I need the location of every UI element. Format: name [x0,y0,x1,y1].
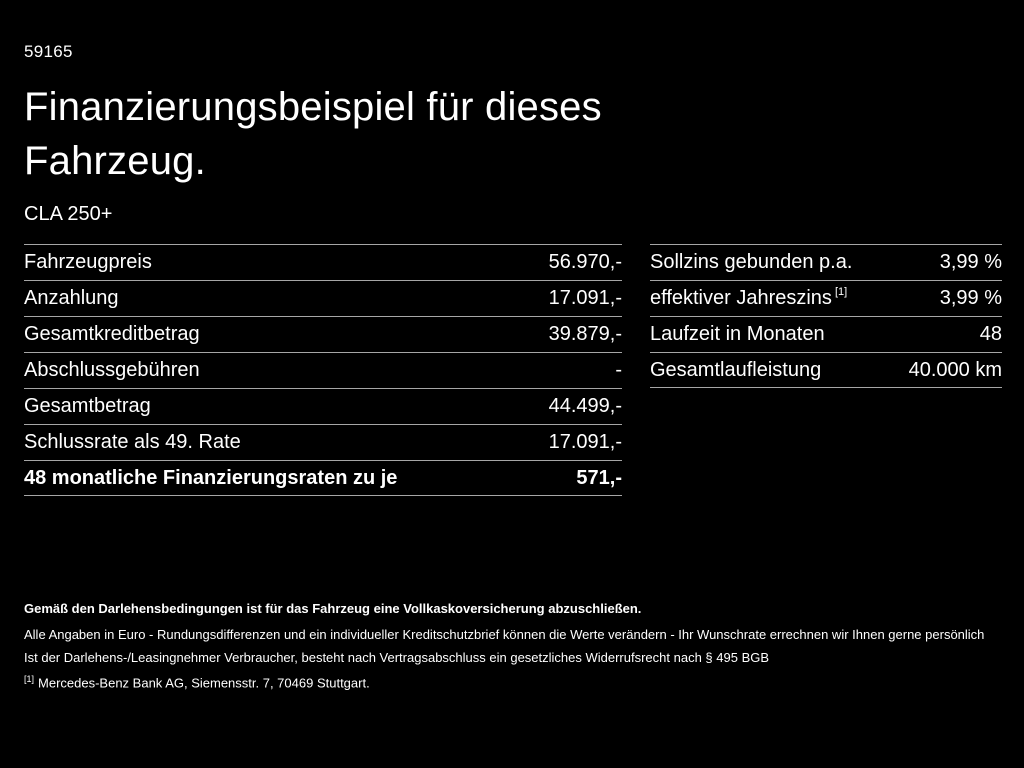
row-value: 3,99 % [939,287,1002,309]
table-row-abschlussgebuehren: Abschlussgebühren - [24,352,622,388]
row-value: 39.879,- [548,323,622,345]
row-value: 17.091,- [548,287,622,309]
table-row-laufzeit: Laufzeit in Monaten 48 [650,316,1002,352]
page-title-line1: Finanzierungsbeispiel für dieses [24,85,602,129]
financing-table-left: Fahrzeugpreis 56.970,- Anzahlung 17.091,… [24,244,622,496]
legal-line-widerrufsrecht: Ist der Darlehens-/Leasingnehmer Verbrau… [24,650,770,665]
footnote-ref: [1] [834,286,848,299]
page-title: Finanzierungsbeispiel für dieses Fahrzeug… [24,80,602,188]
table-row-gesamtbetrag: Gesamtbetrag 44.499,- [24,388,622,424]
page-title-line2: Fahrzeug. [24,139,206,183]
vehicle-id: 59165 [24,42,73,61]
legal-line-euro-note: Alle Angaben in Euro - Rundungsdifferenz… [24,627,985,642]
row-label: Gesamtlaufleistung [650,358,822,381]
row-label: Abschlussgebühren [24,359,200,381]
row-value: 571,- [576,466,622,489]
legal-line-insurance: Gemäß den Darlehensbedingungen ist für d… [24,601,642,616]
row-label: Anzahlung [24,287,119,309]
table-row-sollzins: Sollzins gebunden p.a. 3,99 % [650,244,1002,280]
row-value: 48 [979,323,1002,345]
row-value: 44.499,- [548,395,622,417]
table-row-anzahlung: Anzahlung 17.091,- [24,280,622,316]
row-label: effektiver Jahreszins [1] [650,286,848,309]
row-value: 40.000 km [908,358,1002,381]
row-label: Gesamtbetrag [24,395,151,417]
row-label: Sollzins gebunden p.a. [650,251,853,273]
row-value: - [615,359,622,381]
table-row-monatsrate: 48 monatliche Finanzierungsraten zu je 5… [24,460,622,496]
row-label: Laufzeit in Monaten [650,323,825,345]
table-row-fahrzeugpreis: Fahrzeugpreis 56.970,- [24,244,622,280]
row-value: 56.970,- [548,251,622,273]
footnote-marker: [1] [24,674,35,684]
table-row-gesamtlaufleistung: Gesamtlaufleistung 40.000 km [650,352,1002,388]
table-row-schlussrate: Schlussrate als 49. Rate 17.091,- [24,424,622,460]
financing-table-right: Sollzins gebunden p.a. 3,99 % effektiver… [650,244,1002,388]
row-label: 48 monatliche Finanzierungsraten zu je [24,466,398,489]
row-value: 3,99 % [939,251,1002,273]
footnote-text: Mercedes-Benz Bank AG, Siemensstr. 7, 70… [38,675,370,691]
table-row-effektiver-jahreszins: effektiver Jahreszins [1] 3,99 % [650,280,1002,316]
row-label: Fahrzeugpreis [24,251,152,273]
footnote-bank-address: [1] Mercedes-Benz Bank AG, Siemensstr. 7,… [24,671,370,691]
model-name: CLA 250+ [24,203,113,225]
row-label: Gesamtkreditbetrag [24,323,200,345]
row-value: 17.091,- [548,431,622,453]
table-row-gesamtkreditbetrag: Gesamtkreditbetrag 39.879,- [24,316,622,352]
row-label: Schlussrate als 49. Rate [24,431,241,453]
